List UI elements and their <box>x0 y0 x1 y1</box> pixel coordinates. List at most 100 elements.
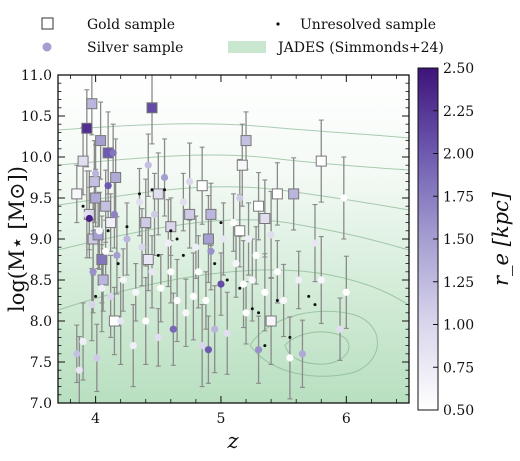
colorbar-ticks: 0.50 0.75 1.00 1.25 1.50 1.75 2.00 2.25 2.50 <box>433 61 474 419</box>
silver-sample-point <box>217 280 225 288</box>
unresolved-point <box>125 225 129 229</box>
data-points <box>71 98 350 374</box>
gold-sample-point <box>88 176 100 188</box>
silver-sample-point <box>242 309 250 317</box>
y-tick-label: 7.0 <box>30 396 52 412</box>
gold-sample-point <box>271 188 283 200</box>
legend: Gold sample Unresolved sample Silver sam… <box>41 17 444 56</box>
legend-marker-unresolved <box>276 22 280 26</box>
y-tick-label: 8.0 <box>30 314 52 330</box>
gold-sample-point <box>105 217 117 229</box>
silver-sample-point <box>204 346 213 354</box>
gold-sample-point <box>234 225 246 237</box>
gold-sample-point <box>259 213 271 224</box>
silver-sample-point <box>267 231 275 239</box>
unresolved-point <box>313 303 317 307</box>
silver-sample-point <box>179 198 187 206</box>
silver-sample-point <box>164 239 172 247</box>
silver-sample-point <box>194 268 202 276</box>
silver-sample-point <box>167 268 175 276</box>
unresolved-point <box>81 204 85 208</box>
legend-marker-gold <box>41 17 54 30</box>
unresolved-point <box>175 237 179 241</box>
unresolved-point <box>219 221 223 225</box>
gold-sample-point <box>110 172 122 183</box>
axes: 4 5 6 7.0 7.5 8.0 8.5 9.0 9.5 10.0 10.5 11.0 <box>21 68 409 427</box>
silver-sample-point <box>85 214 93 223</box>
gold-sample-point <box>71 188 83 200</box>
unresolved-point <box>288 335 292 339</box>
silver-sample-point <box>89 268 97 276</box>
silver-sample-point <box>336 325 344 333</box>
silver-sample-point <box>160 173 169 182</box>
silver-sample-point <box>223 329 231 337</box>
unresolved-point <box>263 344 267 348</box>
silver-sample-point <box>117 317 125 325</box>
colorbar-tick-label: 2.00 <box>443 147 474 163</box>
unresolved-point <box>250 307 254 311</box>
silver-sample-point <box>79 337 87 346</box>
gold-sample-point <box>86 98 98 110</box>
silver-sample-point <box>232 260 240 268</box>
gold-sample-point <box>152 188 164 200</box>
silver-sample-point <box>113 251 121 259</box>
silver-sample-point <box>144 161 152 169</box>
unresolved-point <box>116 262 120 266</box>
colorbar-tick-label: 0.50 <box>443 403 474 419</box>
gold-sample-point <box>142 254 154 265</box>
y-tick-label: 9.5 <box>30 191 52 207</box>
legend-label-gold: Gold sample <box>87 17 175 33</box>
silver-sample-point <box>189 292 197 300</box>
colorbar-tick-label: 1.75 <box>443 189 474 205</box>
gold-sample-point <box>100 200 112 212</box>
silver-sample-point <box>169 325 177 333</box>
silver-sample-point <box>317 276 325 284</box>
colorbar-tick-label: 1.50 <box>443 232 474 248</box>
silver-sample-point <box>88 301 96 309</box>
gold-sample-point <box>96 254 108 265</box>
unresolved-point <box>275 299 279 302</box>
silver-sample-point <box>261 288 269 296</box>
silver-sample-point <box>150 210 159 218</box>
unresolved-point <box>169 229 173 233</box>
silver-sample-point <box>132 288 140 296</box>
gold-sample-point <box>315 155 327 167</box>
gold-sample-point <box>77 155 89 167</box>
silver-sample-point <box>107 292 115 300</box>
x-axis-label: z <box>226 429 239 453</box>
y-tick-label: 9.0 <box>30 232 52 248</box>
unresolved-point <box>163 188 167 192</box>
silver-sample-point <box>98 284 106 292</box>
legend-marker-jades <box>228 41 266 53</box>
y-tick-label: 10.5 <box>21 109 52 125</box>
colorbar-tick-label: 2.50 <box>443 61 474 77</box>
colorbar-label: r_e [kpc] <box>489 191 513 286</box>
gold-sample-point <box>265 315 277 327</box>
x-tick-label: 4 <box>91 411 100 427</box>
silver-sample-point <box>142 317 150 325</box>
legend-marker-silver <box>42 42 52 52</box>
silver-sample-point <box>248 276 256 284</box>
unresolved-point <box>238 286 242 290</box>
silver-sample-point <box>239 280 248 288</box>
silver-sample-point <box>138 243 146 251</box>
silver-sample-point <box>273 268 281 276</box>
gold-sample-point <box>240 135 252 147</box>
silver-sample-point <box>229 219 238 227</box>
gold-sample-point <box>288 188 300 200</box>
silver-sample-point <box>104 182 112 190</box>
silver-sample-point <box>95 227 103 235</box>
silver-sample-point <box>211 325 219 333</box>
gold-sample-point <box>184 208 196 220</box>
gold-sample-point <box>253 200 265 212</box>
x-tick-label: 6 <box>342 411 351 427</box>
silver-sample-point <box>252 251 260 259</box>
y-tick-label: 11.0 <box>21 68 52 84</box>
y-tick-label: 10.0 <box>21 150 52 166</box>
silver-sample-point <box>298 350 307 358</box>
silver-sample-point <box>280 296 288 305</box>
gold-sample-point <box>202 233 214 245</box>
silver-sample-point <box>202 296 210 305</box>
legend-label-unresolved: Unresolved sample <box>300 17 436 33</box>
